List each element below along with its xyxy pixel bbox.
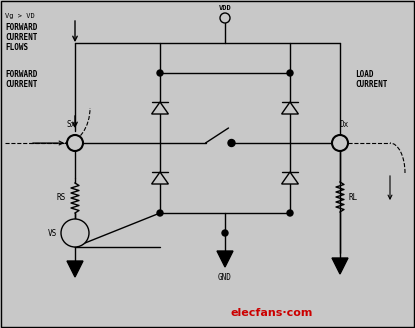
Text: Vg > VD: Vg > VD	[5, 13, 35, 19]
Text: GND: GND	[218, 273, 232, 282]
Polygon shape	[282, 102, 298, 114]
Text: Dx: Dx	[339, 120, 349, 129]
Circle shape	[61, 219, 89, 247]
Polygon shape	[151, 172, 168, 184]
Text: LOAD: LOAD	[355, 70, 374, 79]
Text: CURRENT: CURRENT	[355, 80, 387, 89]
Polygon shape	[282, 172, 298, 184]
Circle shape	[222, 230, 228, 236]
Text: +: +	[70, 222, 81, 236]
Text: CURRENT: CURRENT	[5, 80, 37, 89]
Circle shape	[332, 135, 348, 151]
Text: FORWARD: FORWARD	[5, 23, 37, 32]
Circle shape	[228, 139, 235, 147]
Polygon shape	[217, 251, 233, 267]
Text: RS: RS	[57, 194, 66, 202]
Polygon shape	[67, 261, 83, 277]
Text: −: −	[70, 233, 80, 245]
Text: Sx: Sx	[66, 120, 76, 129]
Circle shape	[67, 135, 83, 151]
Text: RL: RL	[348, 193, 357, 201]
Text: VDD: VDD	[219, 5, 232, 11]
Text: FLOWS: FLOWS	[5, 43, 28, 52]
Circle shape	[287, 70, 293, 76]
Circle shape	[220, 13, 230, 23]
Text: CURRENT: CURRENT	[5, 33, 37, 42]
Text: VS: VS	[48, 229, 57, 237]
Text: elecfans·com: elecfans·com	[230, 308, 312, 318]
Polygon shape	[332, 258, 348, 274]
Circle shape	[157, 70, 163, 76]
Circle shape	[157, 210, 163, 216]
Text: FORWARD: FORWARD	[5, 70, 37, 79]
Polygon shape	[151, 102, 168, 114]
Circle shape	[287, 210, 293, 216]
